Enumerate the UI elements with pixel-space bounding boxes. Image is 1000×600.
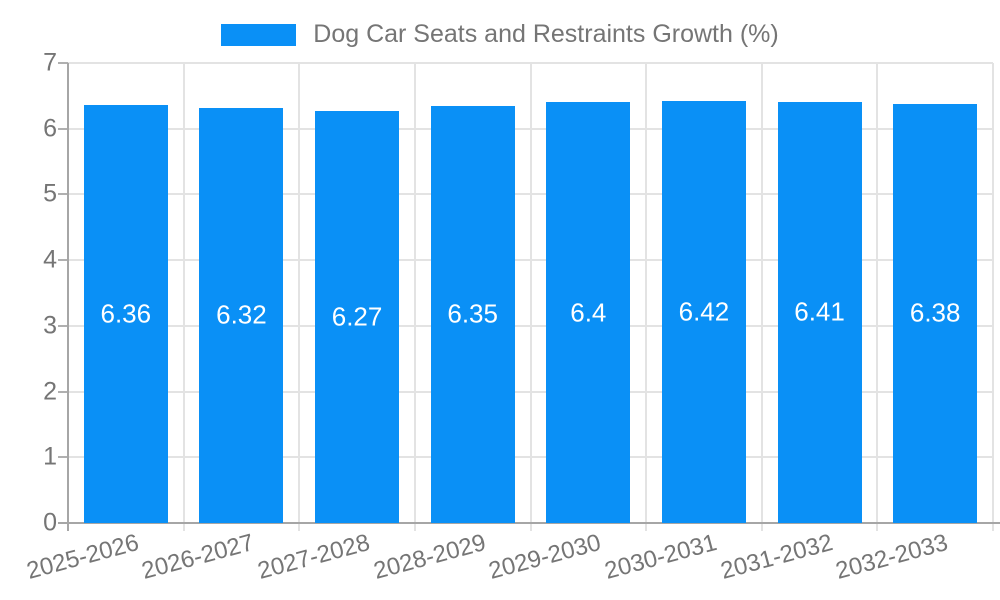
y-axis-tick bbox=[58, 324, 68, 327]
x-axis-line bbox=[58, 522, 1000, 524]
x-axis-tick-label: 2032-2033 bbox=[833, 529, 951, 585]
y-axis-tick bbox=[58, 62, 68, 64]
y-axis-tick bbox=[58, 259, 68, 262]
vertical-gridline bbox=[413, 63, 416, 531]
y-axis-tick-label: 4 bbox=[43, 245, 57, 274]
x-axis-tick-label: 2031-2032 bbox=[717, 529, 836, 585]
vertical-gridline bbox=[760, 63, 763, 531]
x-axis-tick-label: 2027-2028 bbox=[254, 529, 373, 585]
y-axis-tick-label: 5 bbox=[43, 179, 57, 208]
vertical-gridline bbox=[992, 63, 994, 531]
bar[interactable]: 6.32 bbox=[199, 107, 284, 523]
bar-value-label: 6.38 bbox=[909, 297, 961, 328]
y-axis-tick-label: 6 bbox=[43, 114, 57, 143]
bar-value-label: 6.41 bbox=[794, 296, 845, 327]
bar-value-label: 6.35 bbox=[447, 298, 498, 329]
x-axis-tick-label: 2026-2027 bbox=[139, 529, 258, 585]
bar[interactable]: 6.38 bbox=[893, 103, 978, 523]
x-axis-tick-label: 2025-2026 bbox=[23, 529, 142, 585]
plot-area: 6.36 6.32 6.27 6.35 6.4 6.42 6.41 6.38 bbox=[58, 62, 1000, 531]
bar-value-label: 6.27 bbox=[331, 301, 383, 332]
vertical-gridline bbox=[876, 63, 879, 531]
bar[interactable]: 6.41 bbox=[777, 101, 862, 523]
legend-swatch bbox=[221, 23, 297, 46]
x-axis-tick-label: 2029-2030 bbox=[486, 529, 605, 585]
y-axis-tick bbox=[58, 456, 68, 459]
bar-value-label: 6.42 bbox=[678, 296, 730, 327]
bar-value-label: 6.32 bbox=[216, 299, 267, 330]
bar[interactable]: 6.42 bbox=[661, 101, 746, 523]
chart-legend: Dog Car Seats and Restraints Growth (%) bbox=[0, 20, 1000, 49]
bar[interactable]: 6.35 bbox=[430, 105, 515, 523]
y-axis-tick-label: 3 bbox=[43, 311, 57, 340]
vertical-gridline bbox=[645, 63, 648, 531]
y-axis-tick-label: 7 bbox=[43, 48, 57, 77]
x-axis-tick-label: 2028-2029 bbox=[370, 529, 489, 585]
vertical-gridline bbox=[298, 63, 301, 531]
bar-value-label: 6.36 bbox=[100, 298, 152, 329]
y-axis-tick-label: 0 bbox=[43, 508, 57, 537]
bar[interactable]: 6.27 bbox=[315, 110, 400, 523]
vertical-gridline bbox=[529, 63, 532, 531]
legend-item[interactable]: Dog Car Seats and Restraints Growth (%) bbox=[221, 20, 779, 49]
y-axis-line bbox=[67, 63, 69, 531]
y-axis-tick bbox=[58, 390, 68, 393]
bar[interactable]: 6.36 bbox=[83, 105, 168, 523]
y-axis-tick bbox=[58, 127, 68, 130]
bar-value-label: 6.4 bbox=[570, 297, 607, 328]
bar[interactable]: 6.4 bbox=[546, 102, 631, 523]
y-axis-tick bbox=[58, 193, 68, 196]
y-axis-tick-label: 1 bbox=[43, 442, 57, 471]
y-axis-tick-label: 2 bbox=[43, 377, 57, 406]
x-axis-tick-label: 2030-2031 bbox=[601, 529, 720, 585]
legend-label: Dog Car Seats and Restraints Growth (%) bbox=[313, 20, 779, 48]
vertical-gridline bbox=[182, 63, 185, 531]
